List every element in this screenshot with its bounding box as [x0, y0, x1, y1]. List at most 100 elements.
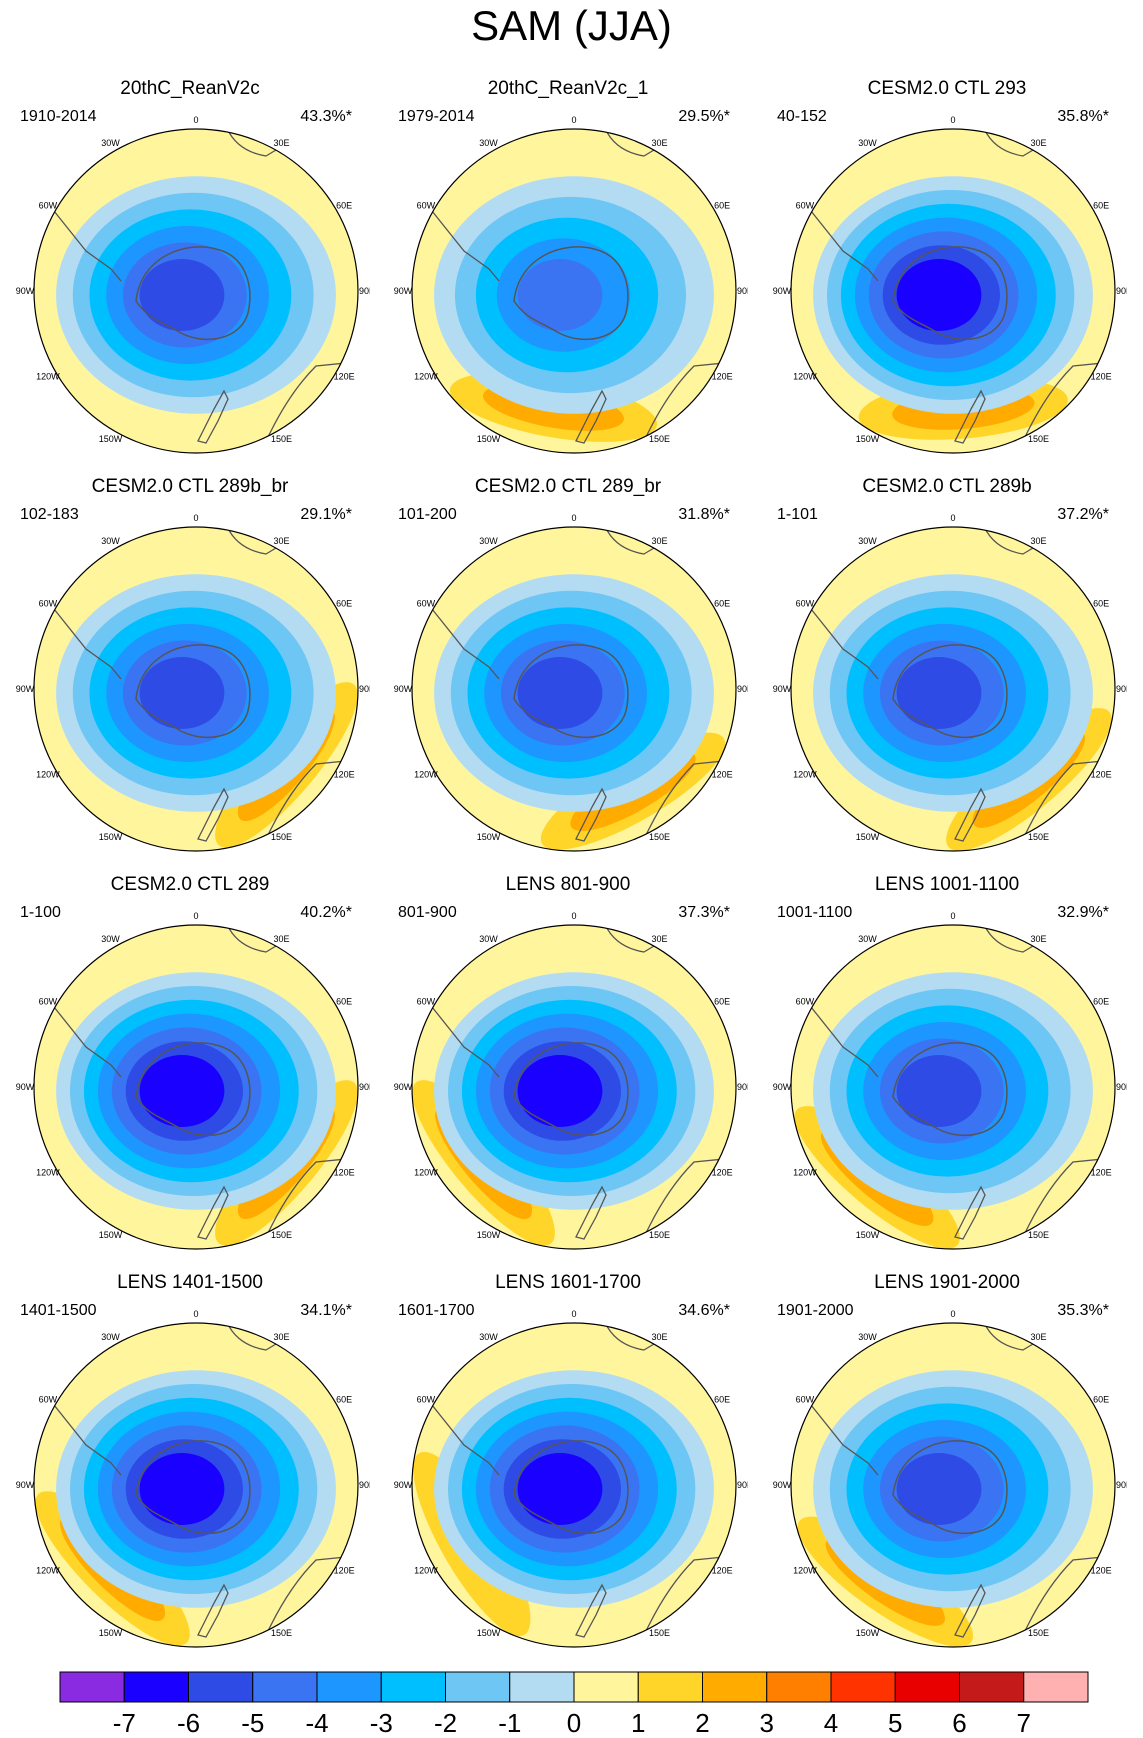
panel-variance: 37.2%*: [1057, 506, 1109, 523]
longitude-label: 120E: [1091, 1566, 1112, 1576]
panel-variance: 43.3%*: [300, 108, 352, 125]
longitude-label: 120W: [414, 372, 438, 382]
negative-anomaly-contour: [517, 1453, 603, 1525]
new-zealand-outline: [575, 787, 607, 842]
australia-outline: [1012, 758, 1115, 851]
longitude-label: 180: [945, 1651, 960, 1652]
south-america-outline: [423, 1394, 500, 1476]
longitude-label: 30E: [651, 934, 667, 944]
australia-outline: [1012, 1156, 1115, 1249]
longitude-label: 0: [950, 115, 955, 125]
map-border: [33, 128, 359, 454]
longitude-label: 120E: [712, 1566, 733, 1576]
map-border: [790, 526, 1116, 852]
longitude-label: 60W: [417, 997, 436, 1007]
longitude-label: 180: [188, 1253, 203, 1254]
map-border: [411, 1322, 737, 1648]
panel-period: 1910-2014: [20, 108, 97, 125]
longitude-label: 120E: [1091, 372, 1112, 382]
map-panel: 0 30E 60E 90E 120E 150E 180 150W 120W 90W 60W 30W LE…: [767, 1272, 1127, 1652]
longitude-label: 150W: [99, 1628, 123, 1638]
colorbar-swatch: [509, 1671, 575, 1703]
polar-map: 0 30E 60E 90E 120E 150E 180 150W 120W 90W 60W 30W: [16, 115, 370, 458]
panel-title: LENS 1601-1700: [495, 1272, 641, 1293]
longitude-label: 150E: [649, 434, 670, 444]
longitude-label: 150E: [271, 832, 292, 842]
longitude-label: 60E: [336, 1395, 352, 1405]
longitude-label: 30E: [651, 138, 667, 148]
longitude-label: 0: [950, 1309, 955, 1319]
new-zealand-outline: [197, 1583, 229, 1638]
longitude-label: 120E: [1091, 1168, 1112, 1178]
antarctica-outline: [892, 644, 1008, 739]
longitude-label: 90W: [16, 286, 35, 296]
longitude-label: 150W: [477, 1628, 501, 1638]
antarctica-outline: [513, 246, 629, 341]
longitude-label: 90W: [394, 684, 413, 694]
longitude-label: 120E: [334, 1168, 355, 1178]
map-border: [33, 1322, 359, 1648]
panel-variance: 35.8%*: [1057, 108, 1109, 125]
longitude-label: 150W: [856, 1230, 880, 1240]
australia-outline: [255, 360, 358, 453]
longitude-label: 90W: [16, 1082, 35, 1092]
longitude-label: 60E: [336, 997, 352, 1007]
antarctica-outline: [135, 1440, 251, 1535]
antarctica-outline: [513, 1042, 629, 1137]
new-zealand-outline: [575, 389, 607, 444]
longitude-label: 150E: [649, 1628, 670, 1638]
longitude-label: 30E: [273, 138, 289, 148]
south-america-outline: [423, 200, 500, 282]
longitude-label: 30W: [479, 934, 498, 944]
panel-period: 1901-2000: [777, 1302, 854, 1319]
south-america-outline: [802, 1394, 879, 1476]
panel-title: LENS 1401-1500: [117, 1272, 263, 1293]
australia-outline: [1012, 1554, 1115, 1647]
panel-title: LENS 1901-2000: [874, 1272, 1020, 1293]
colorbar-swatch: [766, 1671, 832, 1703]
colorbar-label: 7: [1017, 1708, 1031, 1738]
australia-outline: [255, 758, 358, 851]
longitude-label: 30E: [651, 1332, 667, 1342]
colorbar-label: -6: [177, 1708, 200, 1738]
polar-map: 0 30E 60E 90E 120E 150E 180 150W 120W 90W 60W 30W: [16, 1309, 370, 1652]
panel-period: 1001-1100: [777, 904, 853, 921]
panel-period: 1401-1500: [20, 1302, 97, 1319]
map-panel: 0 30E 60E 90E 120E 150E 180 150W 120W 90W 60W 30W LE…: [388, 874, 748, 1254]
south-america-outline: [802, 996, 879, 1078]
longitude-label: 30W: [858, 138, 877, 148]
new-zealand-outline: [954, 787, 986, 842]
south-america-outline: [45, 200, 122, 282]
new-zealand-outline: [197, 787, 229, 842]
colorbar-label: -4: [305, 1708, 328, 1738]
longitude-label: 180: [945, 457, 960, 458]
panel-period: 102-183: [20, 506, 79, 523]
longitude-label: 30W: [858, 536, 877, 546]
longitude-label: 180: [945, 1253, 960, 1254]
longitude-label: 60E: [714, 1395, 730, 1405]
longitude-label: 180: [188, 457, 203, 458]
negative-anomaly-contour: [139, 259, 225, 331]
negative-anomaly-contour: [896, 657, 982, 729]
longitude-label: 150W: [477, 434, 501, 444]
colorbar-swatch: [59, 1671, 125, 1703]
antarctica-outline: [513, 644, 629, 739]
longitude-label: 0: [193, 513, 198, 523]
australia-outline: [255, 1554, 358, 1647]
longitude-label: 30W: [479, 138, 498, 148]
colorbar-label: -2: [434, 1708, 457, 1738]
longitude-label: 120W: [793, 770, 817, 780]
south-america-outline: [423, 996, 500, 1078]
colorbar-label: 0: [567, 1708, 581, 1738]
australia-outline: [633, 1554, 736, 1647]
map-border: [411, 128, 737, 454]
antarctica-outline: [892, 246, 1008, 341]
longitude-label: 180: [566, 855, 581, 856]
polar-map: 0 30E 60E 90E 120E 150E 180 150W 120W 90W 60W 30W: [394, 513, 748, 856]
australia-outline: [255, 1156, 358, 1249]
new-zealand-outline: [954, 389, 986, 444]
longitude-label: 150W: [99, 832, 123, 842]
negative-anomaly-contour: [517, 259, 603, 331]
panel-variance: 31.8%*: [678, 506, 730, 523]
new-zealand-outline: [197, 389, 229, 444]
